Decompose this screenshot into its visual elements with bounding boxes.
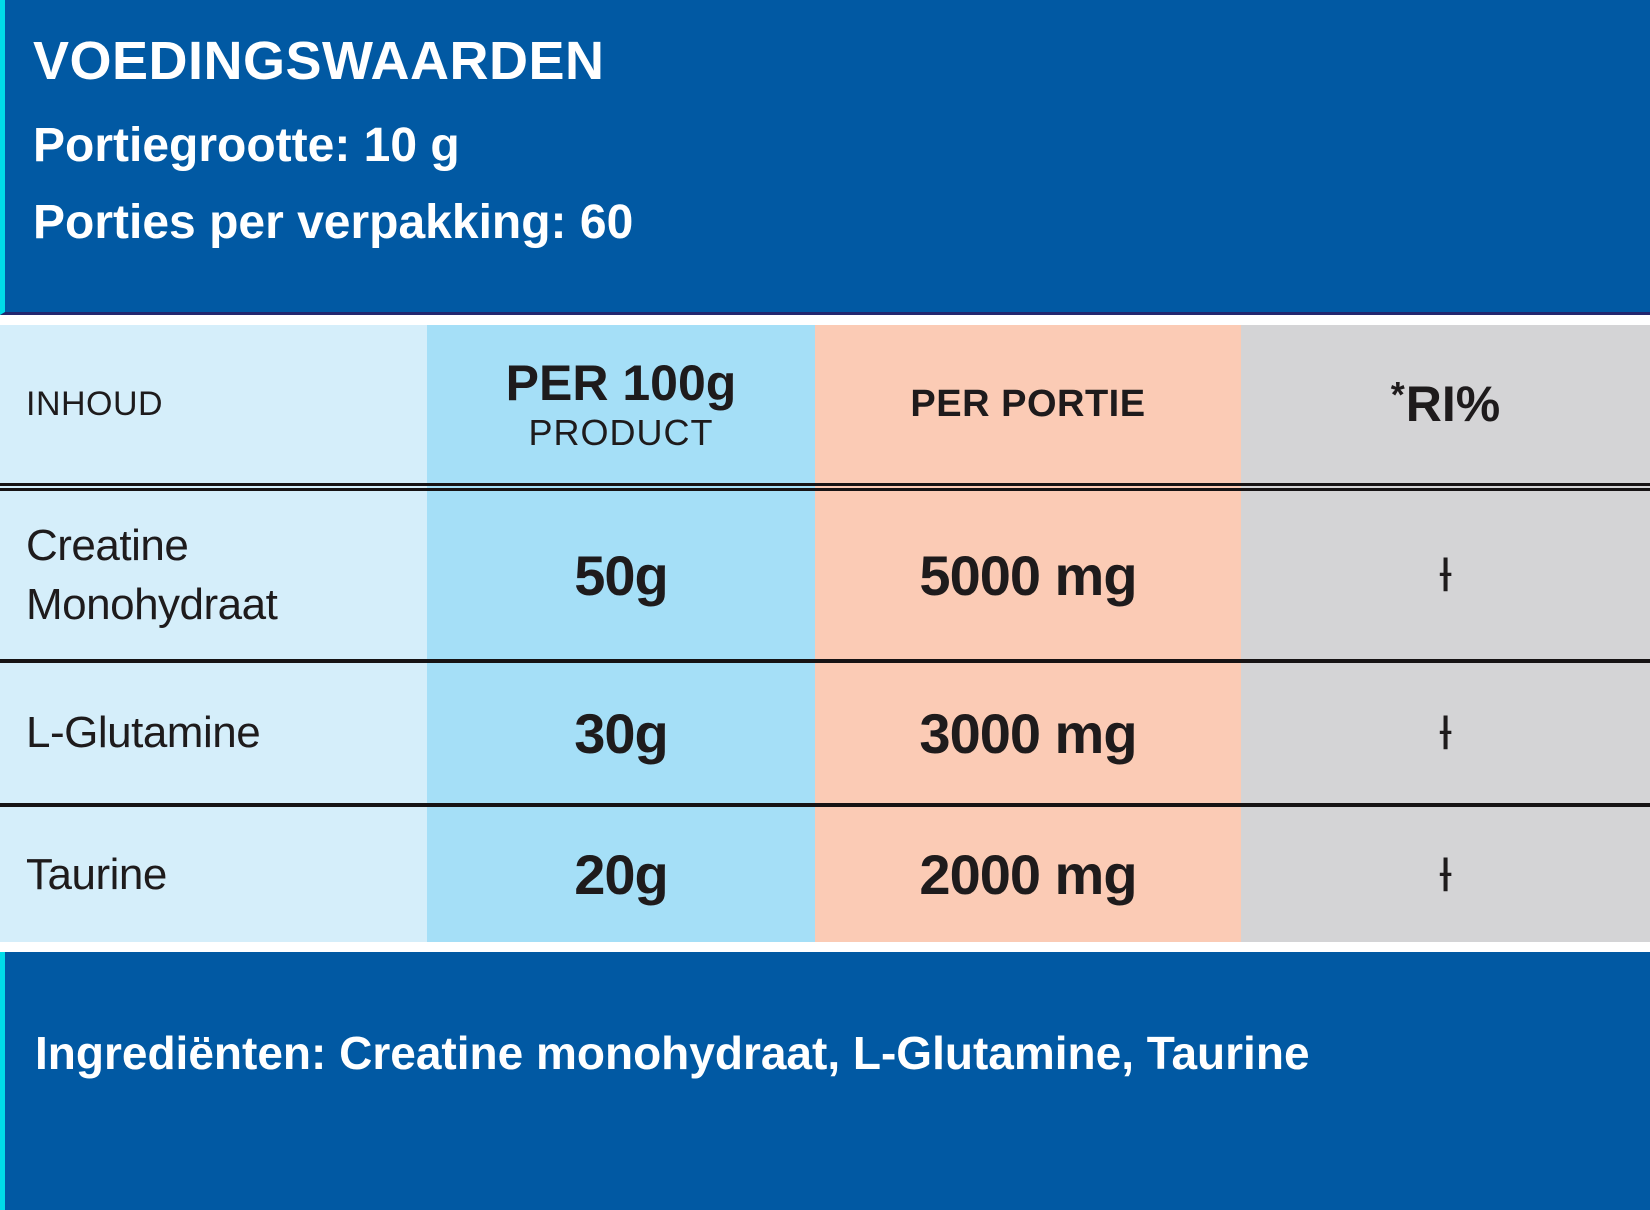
table-row-3-portie-cell: 2000 mg (815, 803, 1241, 942)
per-portie-header-label: PER PORTIE (910, 382, 1146, 425)
table-row-1-per100-cell: 50g (427, 491, 815, 659)
table-row-2-name-cell: L-Glutamine (0, 659, 427, 803)
divider-gap-bottom (0, 942, 1650, 952)
nutrition-table: INHOUD PER 100g PRODUCT PER PORTIE * RI%… (0, 325, 1650, 942)
ingredient-name: Creatine Monohydraat (26, 520, 278, 629)
label-title: VOEDINGSWAARDEN (33, 31, 605, 91)
per-portie-value: 2000 mg (919, 843, 1137, 906)
ri-header-label: RI% (1405, 376, 1501, 432)
footer-panel: Ingrediënten: Creatine monohydraat, L-Gl… (0, 952, 1650, 1210)
servings-per-pack-text: Porties per verpakking: 60 (33, 196, 634, 249)
asterisk-icon: * (1390, 374, 1405, 415)
table-row-1-portie-cell: 5000 mg (815, 491, 1241, 659)
header-panel: VOEDINGSWAARDEN Portiegrootte: 10 g Port… (0, 0, 1650, 315)
table-row-3-ri-cell: Ɨ (1241, 803, 1650, 942)
per-100g-header-line1: PER 100g (505, 354, 737, 411)
ri-dagger-symbol: Ɨ (1439, 549, 1452, 601)
table-row-2-ri-cell: Ɨ (1241, 659, 1650, 803)
serving-size-text: Portiegrootte: 10 g (33, 119, 460, 172)
column-header-per-portie: PER PORTIE (815, 325, 1241, 491)
ingredients-text: Ingrediënten: Creatine monohydraat, L-Gl… (35, 1027, 1310, 1079)
per-100g-header-line2: PRODUCT (528, 412, 714, 454)
table-row-1-name-cell: Creatine Monohydraat (0, 491, 427, 659)
table-row-1-ri-cell: Ɨ (1241, 491, 1650, 659)
table-row-3-name-cell: Taurine (0, 803, 427, 942)
column-header-ri: * RI% (1241, 325, 1650, 491)
divider-gap-top (0, 315, 1650, 325)
per-portie-value: 3000 mg (919, 701, 1137, 765)
per-portie-value: 5000 mg (919, 543, 1137, 607)
table-row-2-portie-cell: 3000 mg (815, 659, 1241, 803)
ri-dagger-symbol: Ɨ (1439, 707, 1452, 759)
per-100g-value: 50g (574, 543, 668, 607)
table-row-3-per100-cell: 20g (427, 803, 815, 942)
ri-dagger-symbol: Ɨ (1439, 848, 1452, 901)
column-header-inhoud: INHOUD (0, 325, 427, 491)
ingredient-name: L-Glutamine (26, 708, 261, 758)
table-row-2-per100-cell: 30g (427, 659, 815, 803)
ingredient-name: Taurine (26, 849, 167, 899)
inhoud-header-label: INHOUD (26, 384, 164, 423)
column-header-per-100g: PER 100g PRODUCT (427, 325, 815, 491)
per-100g-value: 30g (574, 701, 668, 765)
per-100g-value: 20g (574, 843, 668, 906)
